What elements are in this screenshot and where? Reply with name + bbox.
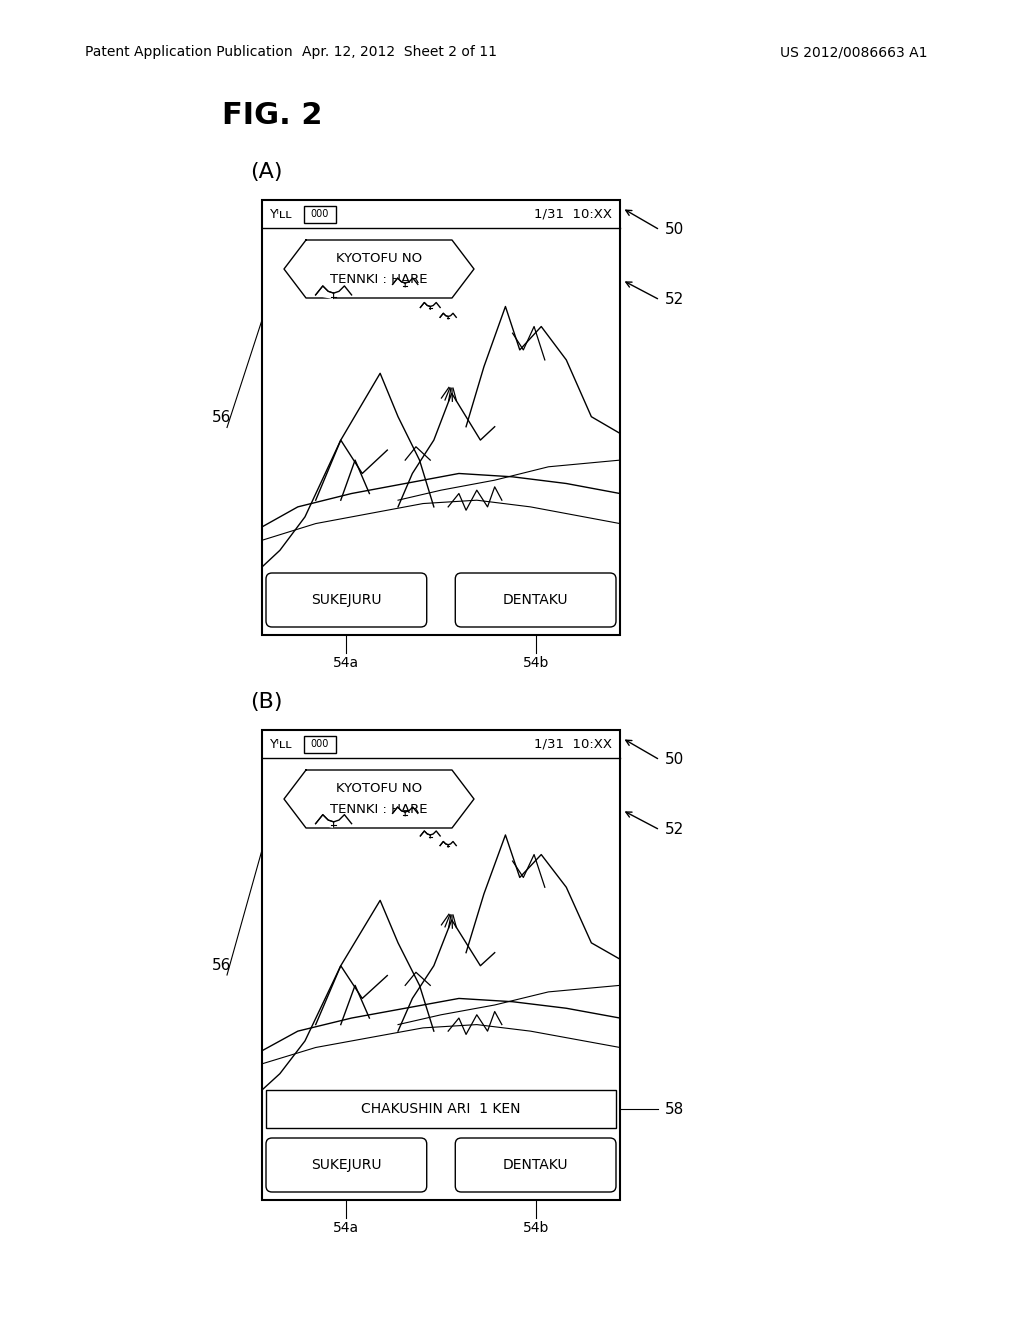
Text: 52: 52 bbox=[665, 293, 684, 308]
Polygon shape bbox=[315, 814, 334, 828]
Polygon shape bbox=[392, 807, 406, 816]
Text: 52: 52 bbox=[665, 822, 684, 837]
FancyBboxPatch shape bbox=[266, 573, 427, 627]
Text: US 2012/0086663 A1: US 2012/0086663 A1 bbox=[780, 45, 928, 59]
Polygon shape bbox=[284, 770, 474, 828]
Text: 1/31  10:XX: 1/31 10:XX bbox=[534, 738, 612, 751]
Text: CHAKUSHIN ARI  1 KEN: CHAKUSHIN ARI 1 KEN bbox=[361, 1102, 521, 1115]
Text: FIG. 2: FIG. 2 bbox=[222, 100, 323, 129]
Polygon shape bbox=[392, 279, 406, 286]
Polygon shape bbox=[440, 842, 449, 847]
Text: SUKEJURU: SUKEJURU bbox=[311, 1158, 382, 1172]
FancyBboxPatch shape bbox=[456, 573, 616, 627]
Polygon shape bbox=[284, 240, 474, 298]
Text: (A): (A) bbox=[250, 162, 283, 182]
Text: 54a: 54a bbox=[333, 656, 359, 671]
Text: Patent Application Publication: Patent Application Publication bbox=[85, 45, 293, 59]
Polygon shape bbox=[421, 302, 430, 309]
Text: SUKEJURU: SUKEJURU bbox=[311, 593, 382, 607]
Text: Yᴵʟʟ: Yᴵʟʟ bbox=[270, 207, 293, 220]
Text: 50: 50 bbox=[665, 752, 684, 767]
Bar bbox=[304, 737, 336, 752]
Polygon shape bbox=[440, 313, 449, 319]
Text: 000: 000 bbox=[311, 739, 329, 748]
Text: 54a: 54a bbox=[333, 1221, 359, 1236]
Text: 56: 56 bbox=[212, 957, 231, 973]
Text: 56: 56 bbox=[212, 411, 231, 425]
Text: KYOTOFU NO: KYOTOFU NO bbox=[336, 781, 422, 795]
Text: (B): (B) bbox=[250, 692, 283, 711]
Text: 54b: 54b bbox=[522, 1221, 549, 1236]
Text: 50: 50 bbox=[665, 223, 684, 238]
Bar bbox=[304, 206, 336, 223]
Text: KYOTOFU NO: KYOTOFU NO bbox=[336, 252, 422, 265]
Text: 000: 000 bbox=[311, 209, 329, 219]
FancyBboxPatch shape bbox=[456, 1138, 616, 1192]
Bar bbox=[262, 201, 620, 635]
Text: Yᴵʟʟ: Yᴵʟʟ bbox=[270, 738, 293, 751]
Text: 1/31  10:XX: 1/31 10:XX bbox=[534, 207, 612, 220]
Text: 58: 58 bbox=[665, 1101, 684, 1117]
Text: DENTAKU: DENTAKU bbox=[503, 1158, 568, 1172]
Polygon shape bbox=[315, 286, 334, 298]
Bar bbox=[262, 730, 620, 1200]
Text: 54b: 54b bbox=[522, 656, 549, 671]
Text: TENNKI : HARE: TENNKI : HARE bbox=[331, 803, 428, 816]
Polygon shape bbox=[421, 832, 430, 838]
Text: DENTAKU: DENTAKU bbox=[503, 593, 568, 607]
Text: Apr. 12, 2012  Sheet 2 of 11: Apr. 12, 2012 Sheet 2 of 11 bbox=[302, 45, 498, 59]
FancyBboxPatch shape bbox=[266, 1138, 427, 1192]
Text: TENNKI : HARE: TENNKI : HARE bbox=[331, 273, 428, 286]
Bar bbox=[266, 1090, 616, 1129]
